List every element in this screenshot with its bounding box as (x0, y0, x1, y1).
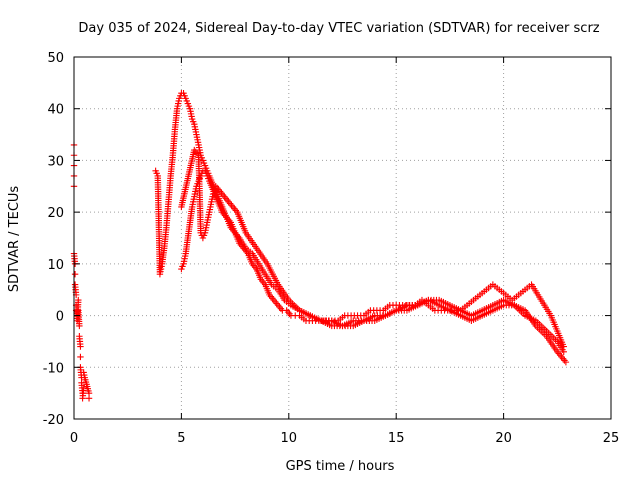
y-tick-label: 30 (47, 154, 64, 169)
y-axis-label: SDTVAR / TECUs (7, 186, 22, 293)
data-point (85, 395, 93, 402)
y-tick-label: -20 (43, 413, 64, 428)
data-points (70, 90, 570, 402)
y-tick-label: 50 (47, 51, 64, 66)
chart-title: Day 035 of 2024, Sidereal Day-to-day VTE… (78, 21, 599, 36)
x-tick-label: 20 (495, 431, 512, 446)
data-point (77, 343, 84, 350)
x-axis-label: GPS time / hours (286, 459, 395, 474)
x-tick-label: 10 (281, 431, 298, 446)
data-point (76, 322, 83, 330)
axis-ticks: 0 5 10 15 20 25 -20 -10 0 10 20 30 40 50 (43, 51, 620, 446)
x-tick-label: 5 (177, 431, 185, 446)
y-tick-label: 10 (47, 258, 64, 273)
data-point (71, 271, 79, 278)
y-tick-label: -10 (43, 361, 64, 376)
data-point (75, 296, 82, 304)
grid-layer (74, 57, 611, 419)
y-tick-label: 0 (56, 310, 64, 325)
x-tick-label: 25 (603, 431, 620, 446)
plot-frame (73, 56, 612, 420)
data-point (562, 358, 570, 366)
data-point (560, 348, 567, 355)
y-tick-label: 20 (47, 206, 64, 221)
data-point (77, 353, 84, 361)
data-point (80, 384, 87, 392)
y-tick-label: 40 (47, 103, 64, 118)
x-tick-label: 0 (70, 431, 78, 446)
x-tick-label: 15 (388, 431, 405, 446)
